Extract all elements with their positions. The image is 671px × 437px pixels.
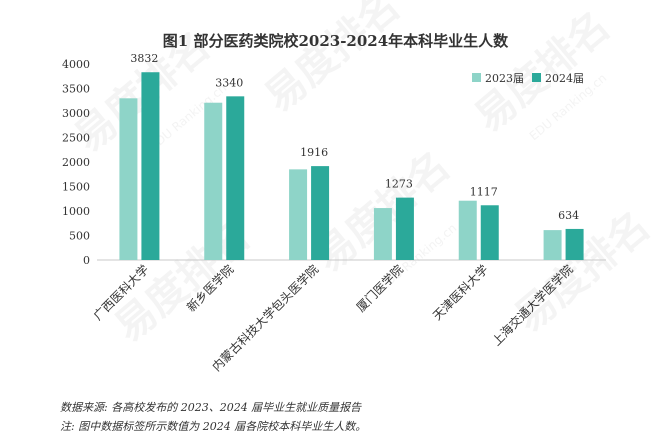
- y-tick-label: 500: [69, 230, 90, 243]
- data-label: 3832: [130, 52, 158, 65]
- data-label: 634: [558, 209, 579, 222]
- x-tick-label: 新乡医学院: [183, 262, 236, 315]
- data-label: 1273: [385, 178, 413, 191]
- x-tick-label: 天津医科大学: [429, 262, 491, 324]
- y-tick-label: 1500: [62, 181, 90, 194]
- bar-series2: [565, 228, 584, 260]
- y-tick-label: 2500: [62, 132, 90, 145]
- y-tick-label: 3000: [62, 107, 90, 120]
- legend-swatch: [472, 73, 481, 82]
- chart-title: 图1 部分医药类院校2023-2024年本科毕业生人数: [162, 32, 509, 50]
- data-label: 1117: [470, 185, 498, 198]
- y-tick-label: 2000: [62, 156, 90, 169]
- y-tick-label: 3500: [62, 83, 90, 96]
- bar-series2: [480, 205, 499, 260]
- bar-series1: [458, 200, 477, 260]
- legend-label: 2023届: [485, 72, 524, 85]
- x-tick-label: 上海交通大学医学院: [489, 262, 576, 349]
- bar-series1: [373, 208, 392, 260]
- y-tick-label: 1000: [62, 205, 90, 218]
- bar-series2: [395, 197, 414, 260]
- bar-series1: [119, 98, 138, 260]
- bar-series1: [543, 230, 562, 260]
- bar-series1: [289, 169, 308, 260]
- x-tick-label: 厦门医学院: [353, 262, 406, 315]
- data-label: 1916: [300, 146, 328, 159]
- bar-series2: [141, 72, 160, 261]
- footnote: 注: 图中数据标签所示数值为 2024 届各院校本科毕业生人数。: [60, 420, 367, 433]
- data-source-note: 数据来源: 各高校发布的 2023、2024 届毕业生就业质量报告: [60, 401, 362, 414]
- bar-series1: [204, 102, 223, 261]
- data-label: 3340: [215, 76, 243, 89]
- bar-series2: [226, 96, 245, 260]
- legend-label: 2024届: [545, 72, 584, 85]
- y-tick-label: 4000: [62, 58, 90, 71]
- bar-series2: [311, 166, 330, 260]
- bar-chart: 0 500 1000 1500 2000 2500 3000 3500 4000 3832 广西医科…: [62, 52, 606, 374]
- y-tick-label: 0: [83, 254, 90, 267]
- legend-swatch: [532, 73, 541, 82]
- x-tick-label: 广西医科大学: [90, 262, 152, 324]
